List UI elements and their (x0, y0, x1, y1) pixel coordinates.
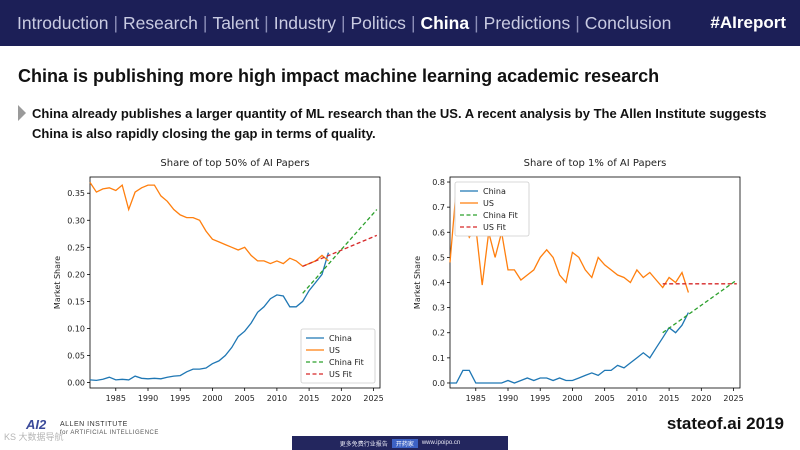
banner-url[interactable]: www.ipoipo.cn (421, 440, 461, 446)
legend-label: US Fit (329, 370, 352, 379)
x-tick-label: 2005 (234, 394, 254, 403)
x-tick-label: 2015 (659, 394, 679, 403)
legend-label: China (483, 187, 506, 196)
section-nav: Introduction | Research | Talent | Industry | Po… (12, 13, 676, 34)
chart-title: Share of top 1% of AI Papers (524, 158, 667, 169)
banner-tag[interactable]: 开药家 (391, 438, 418, 448)
x-tick-label: 2010 (627, 394, 647, 403)
logo-subtitle: for ARTIFICIAL INTELLIGENCE (60, 430, 159, 436)
hashtag-label: #AIreport (710, 13, 786, 32)
nav-item-research[interactable]: Research (123, 12, 198, 33)
y-tick-label: 0.20 (67, 270, 85, 279)
ai2-logo-mark: AI2 (26, 417, 47, 432)
y-axis-label: Market Share (53, 256, 62, 309)
x-tick-label: 2020 (331, 394, 351, 403)
nav-item-industry[interactable]: Industry (273, 12, 336, 33)
x-tick-label: 1995 (170, 394, 190, 403)
source-credit: stateof.ai 2019 (666, 414, 784, 433)
series-china-fit-line (662, 279, 738, 334)
legend-label: US (483, 199, 494, 208)
y-tick-label: 0.2 (432, 329, 445, 338)
y-tick-label: 0.4 (432, 279, 445, 288)
x-tick-label: 2005 (594, 394, 614, 403)
triangle-bullet-icon (18, 105, 26, 121)
series-china-line (450, 312, 689, 384)
banner-text: 更多免费行业报告 (339, 441, 388, 448)
watermark-text: KS 大数据导航 (4, 432, 64, 442)
y-tick-label: 0.7 (432, 203, 445, 212)
nav-separator: | (264, 12, 269, 33)
y-tick-label: 0.8 (432, 178, 445, 187)
y-tick-label: 0.5 (432, 253, 445, 262)
y-tick-label: 0.15 (67, 297, 85, 306)
x-tick-label: 2010 (267, 394, 287, 403)
nav-item-conclusion[interactable]: Conclusion (584, 12, 672, 33)
y-tick-label: 0.00 (67, 379, 85, 388)
y-axis-label: Market Share (413, 256, 422, 309)
y-tick-label: 0.25 (67, 243, 85, 252)
x-tick-label: 1990 (498, 394, 518, 403)
chart-legend (300, 328, 376, 384)
legend-label: US (329, 346, 340, 355)
series-us-line (89, 182, 329, 268)
x-tick-label: 2025 (363, 394, 383, 403)
legend-label: China Fit (483, 211, 518, 220)
series-china-line (89, 252, 330, 382)
chart-svg: Share of top 1% of AI Papers 1985 1990 1995… (413, 158, 744, 403)
nav-item-predictions[interactable]: Predictions (483, 12, 571, 33)
y-tick-label: 0.30 (67, 216, 85, 225)
nav-separator: | (410, 12, 416, 33)
nav-item-politics[interactable]: Politics (350, 12, 406, 33)
nav-separator: | (340, 12, 346, 33)
x-tick-label: 1985 (106, 394, 126, 403)
slide-headline: China is publishing more high impact mac… (18, 66, 660, 86)
x-tick-label: 2000 (562, 394, 582, 403)
nav-item-introduction[interactable]: Introduction (17, 12, 109, 33)
x-tick-label: 2020 (691, 394, 711, 403)
chart-legend (454, 181, 530, 237)
y-tick-label: 0.10 (67, 324, 85, 333)
x-tick-label: 1995 (530, 394, 550, 403)
chart-svg: Share of top 50% of AI Papers 1985 1990 199… (53, 158, 384, 403)
x-tick-label: 2015 (299, 394, 319, 403)
plot-frame (89, 176, 381, 389)
bullet-text: China already publishes a larger quantit… (32, 106, 767, 141)
nav-item-china[interactable]: China (420, 12, 470, 33)
x-tick-label: 2000 (202, 394, 222, 403)
y-tick-label: 0.05 (67, 352, 85, 361)
y-tick-label: 0.0 (432, 379, 445, 388)
logo-name: ALLEN INSTITUTE (60, 421, 128, 428)
chart-top-1-share: Share of top 1% of AI Papers 1985 1990 1995… (400, 150, 750, 412)
nav-separator: | (202, 12, 208, 33)
legend-label: US Fit (483, 223, 506, 232)
nav-separator: | (113, 12, 118, 33)
chart-title: Share of top 50% of AI Papers (160, 158, 309, 169)
top-navigation-bar: Introduction | Research | Talent | Industry | Po… (0, 0, 800, 46)
legend-label: China (329, 334, 352, 343)
y-tick-label: 0.1 (432, 354, 445, 363)
y-tick-label: 0.6 (432, 228, 445, 237)
x-tick-label: 1985 (466, 394, 486, 403)
x-tick-label: 1990 (138, 394, 158, 403)
y-tick-label: 0.35 (67, 189, 85, 198)
promo-banner[interactable]: 更多免费行业报告 开药家 www.ipoipo.cn (292, 436, 508, 450)
nav-item-talent[interactable]: Talent (212, 12, 260, 33)
series-us-fit-line (302, 234, 378, 267)
nav-separator: | (575, 12, 580, 33)
chart-top-50-share: Share of top 50% of AI Papers 1985 1990 199… (40, 150, 390, 412)
x-tick-label: 2025 (723, 394, 743, 403)
legend-label: China Fit (329, 358, 364, 367)
y-tick-label: 0.3 (432, 304, 445, 313)
series-us-line (449, 186, 690, 293)
nav-separator: | (474, 12, 479, 33)
